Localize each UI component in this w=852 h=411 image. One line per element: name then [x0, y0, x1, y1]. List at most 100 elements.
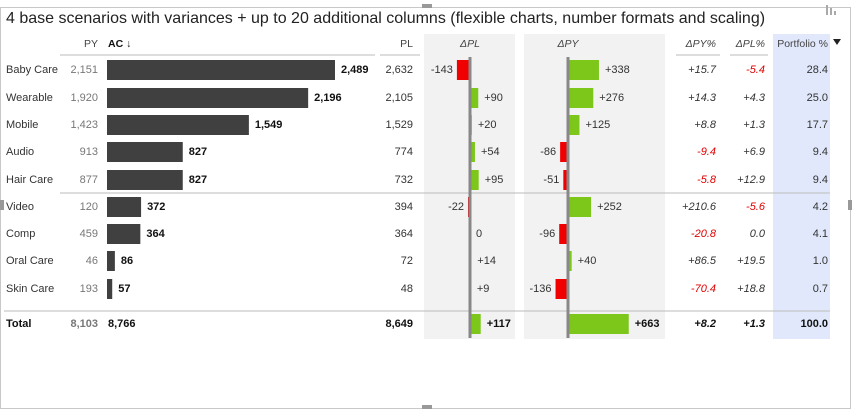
variance-label: -51 — [543, 174, 559, 186]
variance-label: +276 — [599, 92, 624, 104]
percent-cell: -5.6 — [746, 201, 766, 213]
portfolio-cell: 1.0 — [813, 255, 828, 267]
dpy-column-bg — [524, 34, 665, 339]
column-header: ΔPL% — [735, 38, 765, 50]
variance-label: +125 — [585, 119, 610, 131]
ac-bar — [107, 251, 115, 271]
percent-cell: +15.7 — [688, 64, 717, 76]
percent-cell: +8.8 — [694, 119, 717, 131]
portfolio-cell: 0.7 — [813, 283, 828, 295]
variance-label: +20 — [478, 119, 497, 131]
column-header: ΔPY — [556, 38, 579, 50]
percent-cell: -5.4 — [746, 64, 765, 76]
variance-label: +40 — [578, 255, 597, 267]
py-cell: 877 — [80, 174, 98, 186]
py-cell: 2,151 — [70, 64, 98, 76]
variance-bar — [470, 170, 479, 190]
percent-cell: +86.5 — [688, 255, 717, 267]
variance-label: -86 — [540, 146, 556, 158]
percent-cell: -5.8 — [697, 174, 717, 186]
portfolio-cell: 9.4 — [813, 174, 828, 186]
percent-cell: 0.0 — [750, 228, 766, 240]
py-cell: 8,103 — [70, 318, 98, 330]
pl-cell: 1,529 — [385, 119, 413, 131]
category-label: Baby Care — [6, 64, 58, 76]
ac-label: 1,549 — [255, 119, 283, 131]
visual-menu-icon[interactable] — [826, 5, 836, 15]
variance-bar — [560, 142, 568, 162]
percent-cell: +19.5 — [737, 255, 766, 267]
percent-cell: -70.4 — [691, 283, 716, 295]
variance-label: +54 — [481, 146, 500, 158]
portfolio-cell: 17.7 — [807, 119, 828, 131]
ac-label: 86 — [121, 255, 133, 267]
py-cell: 913 — [80, 146, 98, 158]
percent-cell: -20.8 — [691, 228, 717, 240]
ac-label: 827 — [189, 174, 207, 186]
pl-cell: 48 — [401, 283, 413, 295]
category-label: Comp — [6, 228, 35, 240]
variance-label: -96 — [539, 228, 555, 240]
percent-cell: +12.9 — [737, 174, 765, 186]
variance-bar — [568, 314, 629, 334]
variance-label: +663 — [635, 318, 660, 330]
category-label: Total — [6, 318, 31, 330]
variance-bar — [568, 88, 594, 108]
percent-cell: +1.3 — [743, 318, 765, 330]
variance-bar — [470, 314, 481, 334]
pl-cell: 774 — [395, 146, 413, 158]
column-header: AC ↓ — [108, 38, 131, 50]
percent-cell: +1.3 — [743, 119, 766, 131]
variance-bar — [563, 170, 568, 190]
percent-cell: +4.3 — [743, 92, 766, 104]
variance-label: +90 — [484, 92, 503, 104]
ac-label: 57 — [118, 283, 130, 295]
ac-label: 2,489 — [341, 64, 369, 76]
column-header: Portfolio % — [777, 38, 828, 50]
portfolio-cell: 4.2 — [813, 201, 828, 213]
percent-cell: +8.2 — [694, 318, 716, 330]
variance-label: +95 — [485, 174, 504, 186]
category-label: Video — [6, 201, 34, 213]
column-header: ΔPL — [459, 38, 480, 50]
variance-label: -143 — [431, 64, 453, 76]
ac-label: 364 — [146, 228, 165, 240]
category-label: Skin Care — [6, 283, 54, 295]
percent-cell: +18.8 — [737, 283, 766, 295]
percent-cell: +14.3 — [688, 92, 717, 104]
category-label: Wearable — [6, 92, 53, 104]
variance-bar — [568, 60, 599, 80]
portfolio-cell: 25.0 — [807, 92, 828, 104]
variance-label: -136 — [530, 283, 552, 295]
variance-bar — [568, 197, 592, 217]
ac-label: 372 — [147, 201, 165, 213]
portfolio-cell: 100.0 — [800, 318, 828, 330]
variance-label: +117 — [487, 318, 511, 330]
portfolio-cell: 28.4 — [807, 64, 828, 76]
percent-cell: -9.4 — [697, 146, 716, 158]
category-label: Oral Care — [6, 255, 54, 267]
sort-dropdown[interactable] — [833, 39, 841, 45]
variance-label: +14 — [477, 255, 496, 267]
py-cell: 1,920 — [70, 92, 98, 104]
variance-bar — [559, 224, 568, 244]
py-cell: 1,423 — [70, 119, 98, 131]
ac-bar — [107, 60, 335, 80]
portfolio-cell: 9.4 — [813, 146, 828, 158]
py-cell: 459 — [80, 228, 98, 240]
variance-bar — [470, 88, 479, 108]
ac-bar — [107, 88, 309, 108]
variance-bar — [555, 279, 568, 299]
variance-label: +338 — [605, 64, 630, 76]
variance-bar — [456, 60, 470, 80]
category-label: Audio — [6, 146, 34, 158]
variance-label: 0 — [476, 228, 482, 240]
title: 4 base scenarios with variances + up to … — [6, 10, 765, 27]
variance-bar — [568, 115, 580, 135]
variance-label: -22 — [448, 201, 464, 213]
category-label: Hair Care — [6, 174, 53, 186]
py-cell: 46 — [86, 255, 98, 267]
ac-bar — [107, 142, 183, 162]
pl-cell: 72 — [401, 255, 413, 267]
